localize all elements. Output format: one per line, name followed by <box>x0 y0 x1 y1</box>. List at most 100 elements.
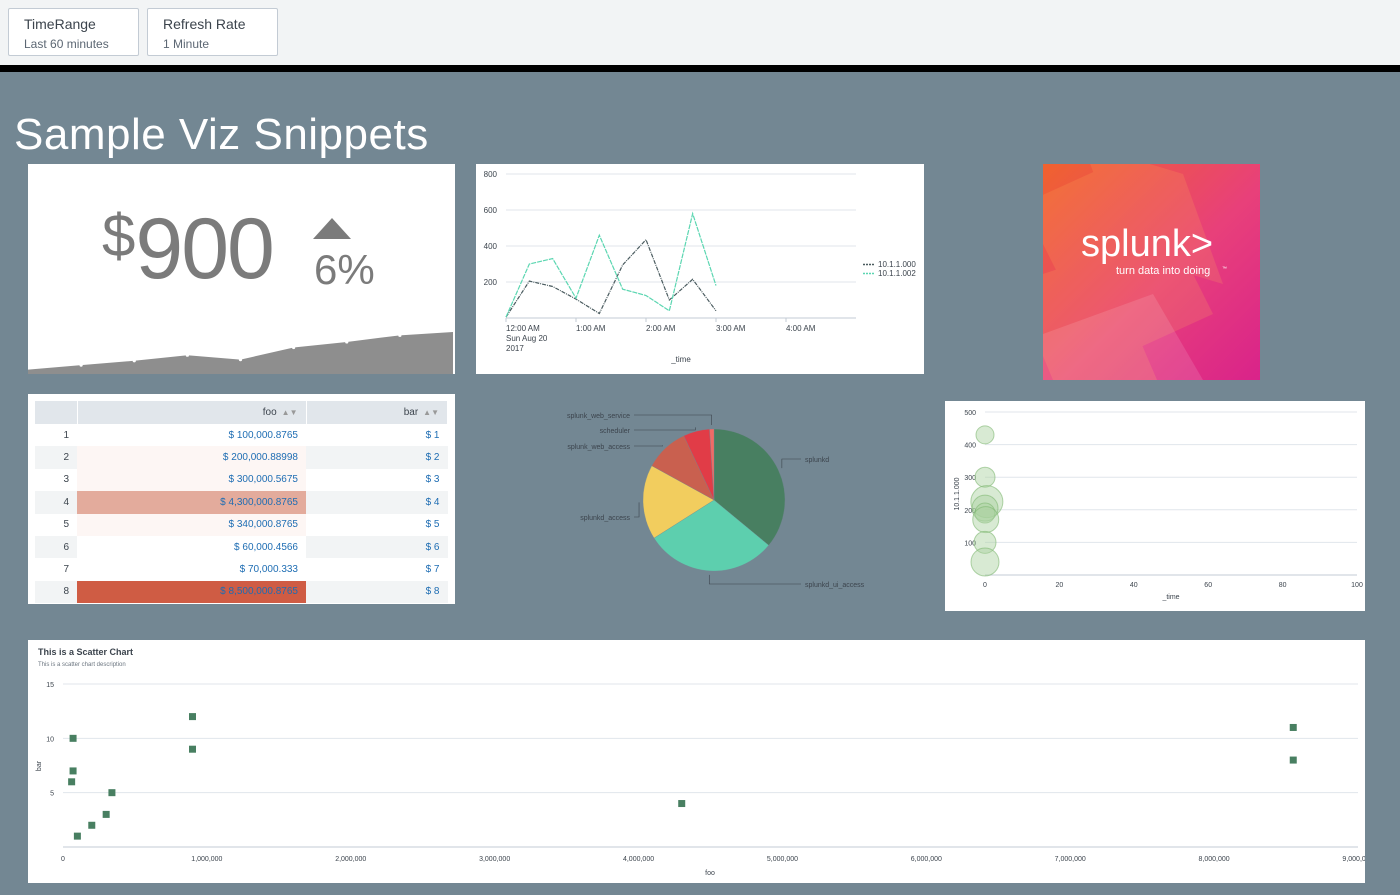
row-index: 1 <box>63 429 69 441</box>
y-tick-label: 200 <box>484 278 498 287</box>
x-tick-label: 4:00 AM <box>786 324 816 333</box>
series-line <box>505 211 717 318</box>
table-body: 1 $ 100,000.8765 $ 1 2 $ 200,000.88998 $ 2 3 $ … <box>35 424 448 604</box>
scatter-chart-title: This is a Scatter Chart <box>38 647 133 657</box>
single-value-number[interactable]: $900 <box>102 200 275 299</box>
y-tick-label: 200 <box>964 508 976 515</box>
refresh-rate-picker[interactable]: Refresh Rate 1 Minute <box>147 8 278 56</box>
x-tick-label: 0 <box>61 856 65 863</box>
scatter-point <box>1289 756 1297 764</box>
sparkline-point <box>292 345 296 350</box>
y-tick-label: 300 <box>964 475 976 482</box>
scatter-chart: This is a Scatter Chart This is a scatte… <box>36 647 1374 877</box>
y-tick-label: 500 <box>964 410 976 417</box>
row-index: 5 <box>63 519 69 531</box>
x-tick-label: 4,000,000 <box>623 856 654 863</box>
cell-bar: $ 4 <box>306 491 448 514</box>
scatter-chart-panel: This is a Scatter Chart This is a scatte… <box>28 640 1374 883</box>
pie-leader-line <box>634 427 696 431</box>
y-tick-label: 600 <box>484 206 498 215</box>
x-tick-label: 2,000,000 <box>335 856 366 863</box>
x-tick-label: 3,000,000 <box>479 856 510 863</box>
x-tick-label: 2:00 AM <box>646 324 676 333</box>
column-header-foo[interactable]: foo ▲▼ <box>77 401 307 424</box>
cell-bar: $ 5 <box>425 519 440 531</box>
x-tick-label: 0 <box>983 582 987 589</box>
column-header-bar[interactable]: bar ▲▼ <box>306 401 448 424</box>
cell-bar: $ 3 <box>425 474 440 486</box>
y-tick-label: 100 <box>964 540 976 547</box>
scatter-point <box>102 810 110 818</box>
x-tick-label: 5,000,000 <box>767 856 798 863</box>
time-range-picker[interactable]: TimeRange Last 60 minutes <box>8 8 139 56</box>
sparkline-point <box>132 359 136 363</box>
scatter-point <box>189 745 196 753</box>
pie-label: splunkd_access <box>580 515 630 522</box>
x-tick-label: 6,000,000 <box>911 856 942 863</box>
splunk-logo-panel: splunk> turn data into doing ™ <box>1043 164 1260 380</box>
x-tick-label: 60 <box>1204 582 1212 589</box>
row-index: 3 <box>63 474 69 486</box>
scatter-point <box>69 767 77 775</box>
scatter-point <box>73 832 81 840</box>
pie-leader-line <box>634 445 663 447</box>
pie-slice <box>653 499 769 572</box>
sparkline-point <box>345 340 349 344</box>
x-tick-label: 3:00 AM <box>716 324 746 333</box>
pie-label: splunk_web_access <box>567 444 630 451</box>
table-row[interactable]: 4 $ 4,300,000.8765 $ 4 <box>35 491 448 514</box>
cell-bar: $ 1 <box>425 429 440 441</box>
single-value-trend: 6% <box>314 246 375 293</box>
table-row[interactable]: 7 $ 70,000.333 $ 7 <box>35 558 448 581</box>
pie-label: scheduler <box>600 428 631 435</box>
x-tick-label: 12:00 AM <box>506 324 540 333</box>
scatter-chart-subtitle: This is a scatter chart description <box>38 662 126 668</box>
table-row[interactable]: 8 $ 8,500,000.8765 $ 8 <box>35 580 448 604</box>
single-value-panel <box>28 164 455 374</box>
table-row[interactable]: 3 $ 300,000.5675 $ 3 <box>35 468 448 492</box>
x-tick-label: 9,000,000 <box>1342 856 1365 863</box>
scatter-point <box>678 800 686 808</box>
pie-slice <box>713 428 786 546</box>
cell-foo: $ 300,000.5675 <box>77 468 306 492</box>
y-axis-label: 10.1.1.000 <box>954 477 961 510</box>
row-index: 8 <box>35 580 77 604</box>
x-tick-label: 8,000,000 <box>1199 856 1230 863</box>
x-axis-label: _time <box>1161 594 1179 601</box>
scatter-point <box>88 821 96 829</box>
y-tick-label: 400 <box>964 443 976 450</box>
x-tick-label: 80 <box>1279 582 1287 589</box>
table-header-row: foo ▲▼ bar ▲▼ <box>35 401 448 424</box>
table-row[interactable]: 2 $ 200,000.88998 $ 2 <box>35 446 448 469</box>
bubble-point <box>970 547 1000 577</box>
y-axis-label: bar <box>36 760 43 771</box>
x-tick-label: 100 <box>1351 582 1363 589</box>
x-tick-label: 7,000,000 <box>1055 856 1086 863</box>
results-table: foo ▲▼ bar ▲▼ 1 $ 100,000.8765 $ 1 2 $ 200,000… <box>35 401 448 604</box>
inputs-bar: TimeRange Last 60 minutes Refresh Rate 1… <box>0 0 1400 65</box>
sparkline-point <box>398 333 402 337</box>
y-tick-label: 15 <box>46 682 54 689</box>
splunk-trademark: ™ <box>1222 266 1227 272</box>
legend-label: 10.1.1.000 <box>878 260 916 269</box>
line-chart-panel: 200 400 600 800 12:00 AM Sun Aug 20 2017 1:00 A… <box>476 164 924 374</box>
bubble-point <box>975 425 995 445</box>
y-tick-label: 10 <box>46 736 54 743</box>
series-line <box>505 238 717 318</box>
sparkline-point <box>79 363 83 367</box>
legend-label: 10.1.1.002 <box>878 269 916 278</box>
pie-slice <box>709 428 715 501</box>
y-tick-label: 800 <box>484 170 498 179</box>
cell-foo: $ 340,000.8765 <box>77 513 306 536</box>
table-row[interactable]: 6 $ 60,000.4566 $ 6 <box>35 535 448 559</box>
table-row[interactable]: 1 $ 100,000.8765 $ 1 <box>35 424 448 447</box>
cell-foo: $ 8,500,000.8765 <box>77 580 306 604</box>
time-range-value: Last 60 minutes <box>24 37 109 51</box>
pie-label: splunkd_ui_access <box>805 582 865 589</box>
refresh-rate-value: 1 Minute <box>163 37 210 51</box>
cell-foo: $ 200,000.88998 <box>77 446 306 469</box>
x-tick-label: Sun Aug 20 <box>506 334 548 343</box>
pie-chart: splunkd splunkd_ui_access splunkd_access sp… <box>567 413 865 589</box>
scatter-point <box>1289 723 1297 731</box>
table-row[interactable]: 5 $ 340,000.8765 $ 5 <box>35 513 448 536</box>
